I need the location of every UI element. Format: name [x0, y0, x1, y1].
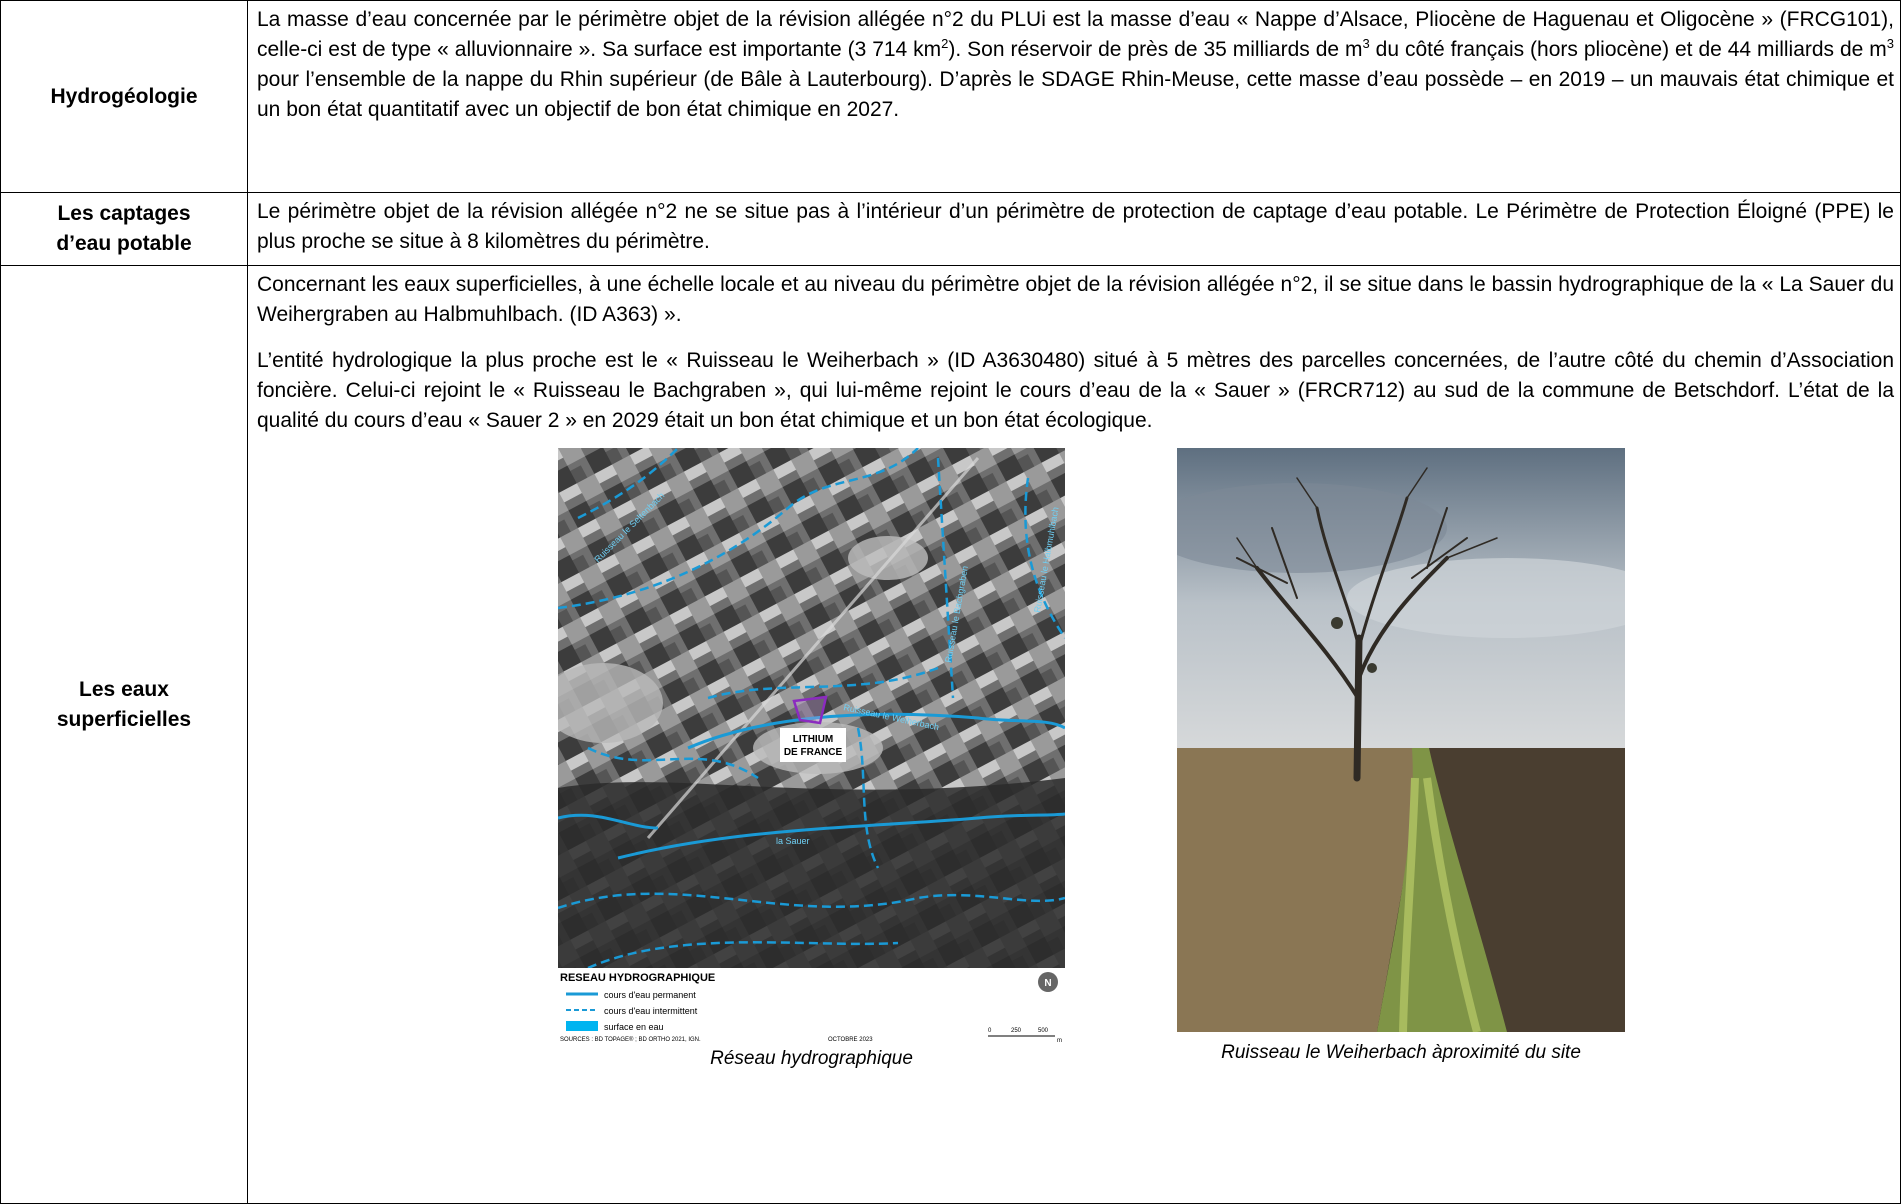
legend-water-swatch — [566, 1021, 598, 1031]
paragraph: Concernant les eaux superficielles, à un… — [257, 273, 1894, 326]
river-label: la Sauer — [776, 836, 810, 846]
text-part: La masse d’eau concernée par le périmètr… — [257, 8, 1894, 61]
map-caption: Réseau hydrographique — [710, 1048, 913, 1069]
hydrographic-map: LITHIUM DE FRANCE Ruisseau le Weiherbach… — [558, 448, 1065, 1043]
legend-item: cours d'eau intermittent — [604, 1006, 698, 1016]
scale-tick: 0 — [988, 1028, 992, 1034]
label-line: Les captages — [57, 202, 191, 225]
label-line: superficielles — [56, 707, 192, 731]
row-eaux-superficielles: Les eaux superficielles Concernant les ea… — [0, 265, 1901, 1204]
text-part: du côté français (hors pliocène) et de 4… — [1369, 38, 1887, 61]
label-line: Les eaux — [79, 677, 169, 701]
site-label: DE FRANCE — [784, 747, 843, 758]
scale-tick: 250 — [1011, 1028, 1022, 1034]
row-label: Les captages d’eau potable — [0, 192, 248, 266]
photo-caption: Ruisseau le Weiherbach àproximité du sit… — [1221, 1042, 1581, 1063]
row-text: Concernant les eaux superficielles, à un… — [247, 265, 1901, 1204]
paragraph: La masse d’eau concernée par le périmètr… — [257, 5, 1894, 125]
row-captages: Les captages d’eau potable Le périmètre o… — [0, 192, 1901, 266]
superscript: 2 — [941, 36, 949, 51]
label-line: d’eau potable — [56, 232, 192, 255]
paragraph: L’entité hydrologique la plus proche est… — [257, 349, 1894, 432]
text-part: pour l’ensemble de la nappe du Rhin supé… — [257, 68, 1894, 121]
text-part: ). Son réservoir de près de 35 milliards… — [948, 38, 1363, 61]
row-label: Les eaux superficielles — [0, 265, 248, 1204]
weiherbach-photo — [1177, 448, 1625, 1032]
svg-text:N: N — [1044, 978, 1051, 989]
legend-item: cours d'eau permanent — [604, 990, 696, 1000]
paragraph: Le périmètre objet de la révision allégé… — [257, 200, 1894, 253]
site-label: LITHIUM — [793, 734, 834, 745]
superscript: 3 — [1886, 36, 1894, 51]
figures: LITHIUM DE FRANCE Ruisseau le Weiherbach… — [257, 436, 1894, 1081]
north-arrow-icon — [1038, 972, 1058, 992]
legend-item: surface en eau — [604, 1022, 664, 1032]
row-text: Le périmètre objet de la révision allégé… — [247, 192, 1901, 266]
scale-tick: 500 — [1038, 1028, 1049, 1034]
row-label: Hydrogéologie — [0, 0, 248, 193]
superscript: 3 — [1362, 36, 1370, 51]
legend-title: RESEAU HYDROGRAPHIQUE — [560, 972, 715, 984]
scale-unit: m — [1057, 1038, 1062, 1043]
label-text: Hydrogéologie — [50, 84, 198, 108]
legend-date: OCTOBRE 2023 — [828, 1037, 873, 1043]
legend-sources: SOURCES : BD TOPAGE® ; BD ORTHO 2021, IG… — [560, 1036, 701, 1043]
row-hydrogeologie: Hydrogéologie La masse d’eau concernée p… — [0, 0, 1901, 193]
row-text: La masse d’eau concernée par le périmètr… — [247, 0, 1901, 193]
